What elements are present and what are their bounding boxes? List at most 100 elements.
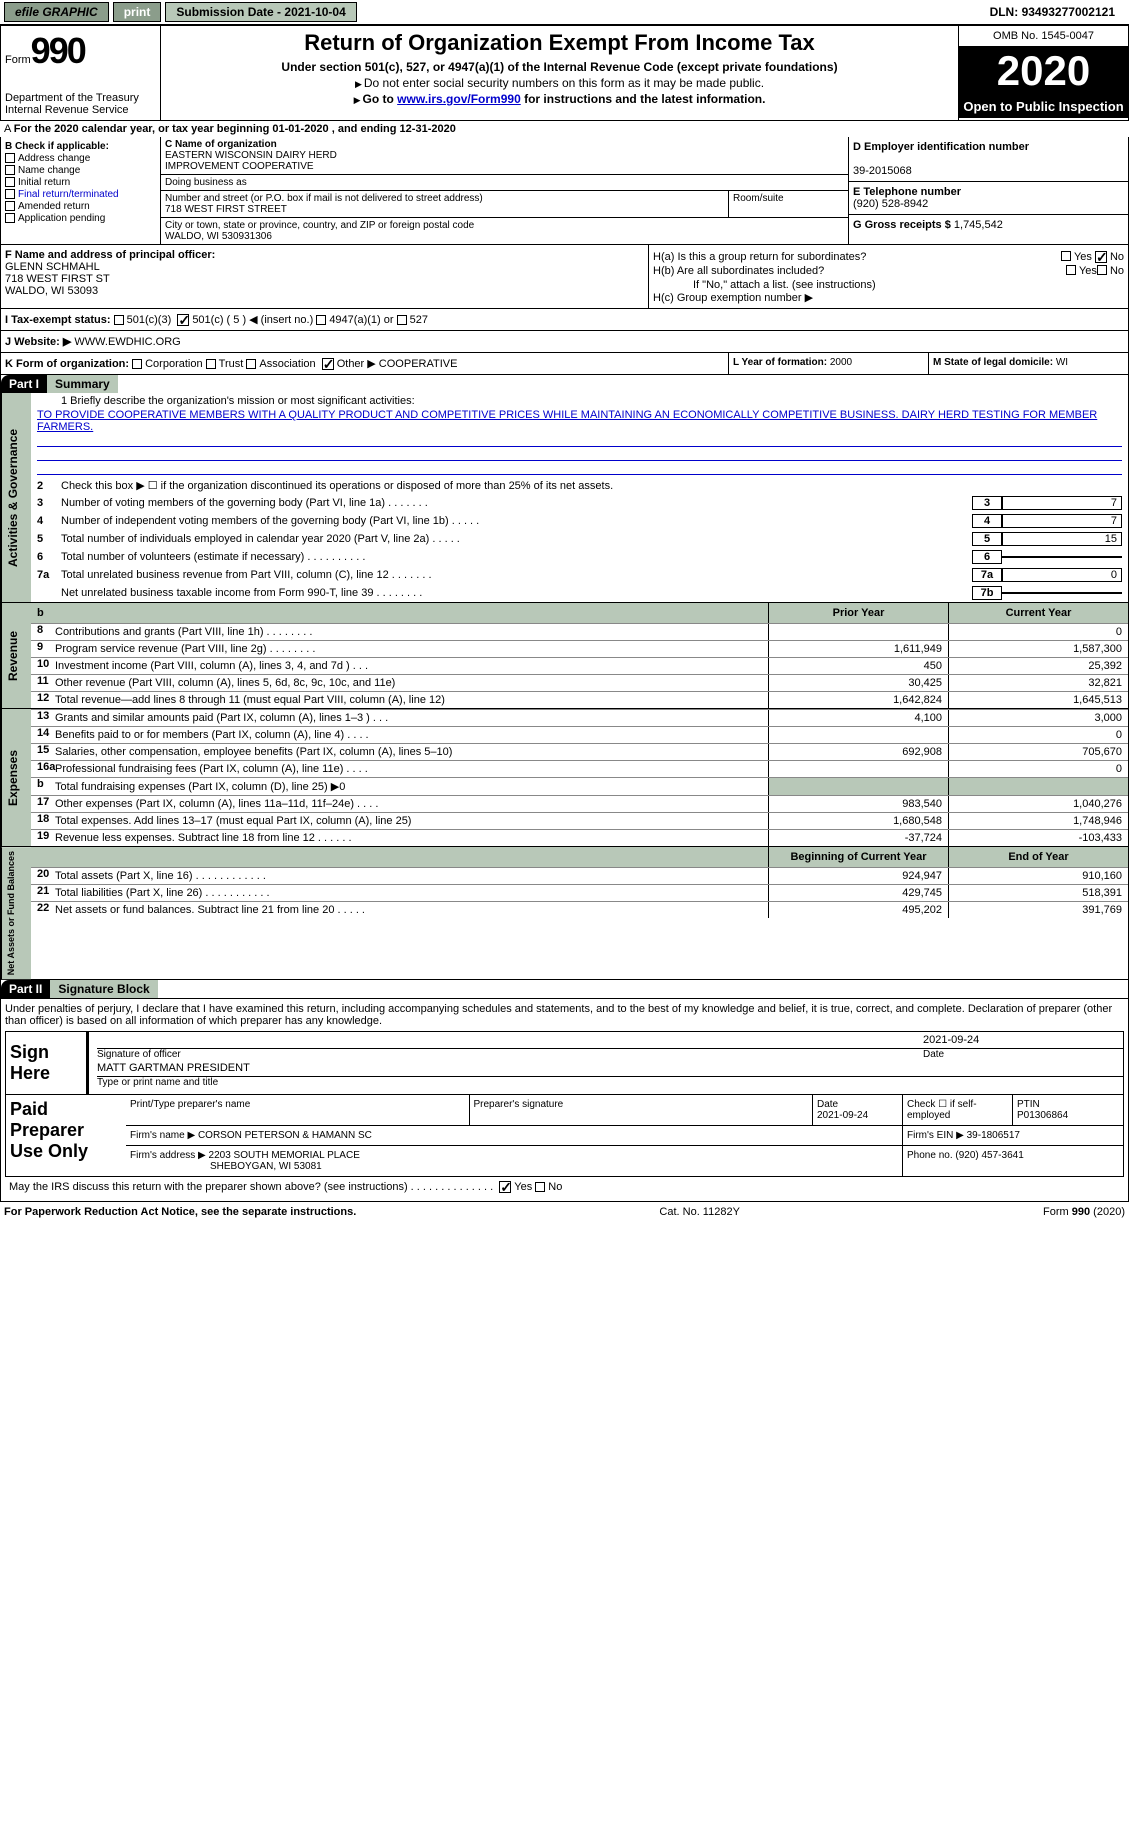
inspection-notice: Open to Public Inspection [959,95,1128,118]
submission-date: Submission Date - 2021-10-04 [165,2,356,22]
omb-number: OMB No. 1545-0047 [959,26,1128,47]
mission-text: TO PROVIDE COOPERATIVE MEMBERS WITH A QU… [31,409,1128,433]
irs-link[interactable]: www.irs.gov/Form990 [397,92,521,106]
org-name-label: C Name of organization [165,139,277,150]
header-right: OMB No. 1545-0047 2020 Open to Public In… [958,26,1128,120]
firm-addr2: SHEBOYGAN, WI 53081 [130,1161,322,1172]
org-name-1: EASTERN WISCONSIN DAIRY HERD [165,150,337,161]
tax-year: 2020 [959,47,1128,95]
summary-line: 2Check this box ▶ ☐ if the organization … [31,477,1128,494]
vtab-expenses: Expenses [1,709,31,846]
ein-value: 39-2015068 [853,165,912,177]
gross-value: 1,745,542 [954,219,1003,231]
efile-button[interactable]: efile GRAPHIC [4,2,109,22]
line-k-row: K Form of organization: Corporation Trus… [0,353,1129,375]
vtab-governance: Activities & Governance [1,393,31,602]
box-f: F Name and address of principal officer:… [1,245,648,308]
officer-group-row: F Name and address of principal officer:… [0,245,1129,309]
financial-line: 16aProfessional fundraising fees (Part I… [31,760,1128,777]
city-label: City or town, state or province, country… [165,220,474,231]
paid-preparer-label: Paid Preparer Use Only [6,1095,126,1176]
hb-note: If "No," attach a list. (see instruction… [653,279,1124,291]
firm-name: CORSON PETERSON & HAMANN SC [198,1130,372,1141]
city-state-zip: WALDO, WI 530931306 [165,231,272,242]
officer-name: GLENN SCHMAHL [5,261,100,273]
self-employed-check[interactable]: Check ☐ if self-employed [903,1095,1013,1125]
firm-ein: 39-1806517 [967,1130,1020,1141]
firm-phone: (920) 457-3641 [955,1150,1023,1161]
ha-label: H(a) Is this a group return for subordin… [653,251,1061,263]
part-2-header: Part II [1,980,50,998]
col-prior-year: Prior Year [768,603,948,623]
ptin-value: P01306864 [1017,1110,1068,1121]
form-prefix: Form [5,54,31,66]
firm-addr1: 2203 SOUTH MEMORIAL PLACE [209,1150,360,1161]
instr-2: Go to www.irs.gov/Form990 for instructio… [165,92,954,106]
chk-final-return[interactable]: Final return/terminated [18,189,119,200]
sig-date: 2021-09-24 [923,1034,1123,1046]
financial-line: 21Total liabilities (Part X, line 26) . … [31,884,1128,901]
page-footer: For Paperwork Reduction Act Notice, see … [0,1202,1129,1222]
financial-line: 8Contributions and grants (Part VIII, li… [31,623,1128,640]
signature-block: Under penalties of perjury, I declare th… [0,999,1129,1202]
chk-initial-return[interactable]: Initial return [18,177,70,188]
officer-addr1: 718 WEST FIRST ST [5,273,110,285]
org-name-2: IMPROVEMENT COOPERATIVE [165,161,314,172]
form-title: Return of Organization Exempt From Incom… [165,30,954,56]
part-1: Part ISummary Activities & Governance 1 … [0,375,1129,980]
financial-line: 15Salaries, other compensation, employee… [31,743,1128,760]
dln: DLN: 93493277002121 [980,3,1125,21]
part-2: Part IISignature Block [0,980,1129,999]
ein-label: D Employer identification number [853,141,1029,153]
form-subtitle: Under section 501(c), 527, or 4947(a)(1)… [165,60,954,74]
website-value: WWW.EWDHIC.ORG [71,336,180,348]
summary-line: 6Total number of volunteers (estimate if… [31,548,1128,566]
form-title-block: Return of Organization Exempt From Incom… [161,26,958,120]
addr-label: Number and street (or P.O. box if mail i… [165,193,483,204]
financial-line: 13Grants and similar amounts paid (Part … [31,709,1128,726]
col-end: End of Year [948,847,1128,867]
vtab-netassets: Net Assets or Fund Balances [1,847,31,979]
hc-label: H(c) Group exemption number ▶ [653,291,1124,304]
officer-addr2: WALDO, WI 53093 [5,285,98,297]
sign-here-label: Sign Here [6,1032,86,1094]
perjury-declaration: Under penalties of perjury, I declare th… [5,1003,1124,1027]
tel-value: (920) 528-8942 [853,198,928,210]
footer-mid: Cat. No. 11282Y [659,1206,740,1218]
box-d: D Employer identification number 39-20150… [848,137,1128,244]
instr-1: Do not enter social security numbers on … [165,76,954,90]
chk-name-change[interactable]: Name change [18,165,80,176]
financial-line: 22Net assets or fund balances. Subtract … [31,901,1128,918]
financial-line: 18Total expenses. Add lines 13–17 (must … [31,812,1128,829]
prep-date: 2021-09-24 [817,1110,868,1121]
financial-line: 9Program service revenue (Part VIII, lin… [31,640,1128,657]
entity-info-row: B Check if applicable: Address change Na… [0,137,1129,245]
box-h: H(a) Is this a group return for subordin… [648,245,1128,308]
summary-line: 7aTotal unrelated business revenue from … [31,566,1128,584]
mission-label: 1 Briefly describe the organization's mi… [61,395,415,407]
vtab-revenue: Revenue [1,603,31,708]
financial-line: 12Total revenue—add lines 8 through 11 (… [31,691,1128,708]
form-header: Form990 Department of the TreasuryIntern… [0,25,1129,121]
form-number: 990 [31,30,85,71]
part-1-header: Part I [1,375,47,393]
footer-right: Form Form 990 (2020)990 (2020) [1043,1206,1125,1218]
line-k: K Form of organization: Corporation Trus… [1,353,728,374]
summary-line: 5Total number of individuals employed in… [31,530,1128,548]
line-j: J Website: ▶ WWW.EWDHIC.ORG [0,331,1129,353]
hb-label: H(b) Are all subordinates included? [653,265,1066,277]
col-current-year: Current Year [948,603,1128,623]
financial-line: 11Other revenue (Part VIII, column (A), … [31,674,1128,691]
col-beginning: Beginning of Current Year [768,847,948,867]
prep-name-label: Print/Type preparer's name [126,1095,470,1125]
part-1-title: Summary [47,375,118,393]
dba-label: Doing business as [161,175,848,191]
chk-application-pending[interactable]: Application pending [18,213,105,224]
box-m: M State of legal domicile: WI [928,353,1128,374]
print-button[interactable]: print [113,2,162,22]
chk-address-change[interactable]: Address change [18,153,90,164]
financial-line: 20Total assets (Part X, line 16) . . . .… [31,867,1128,884]
top-bar: efile GRAPHIC print Submission Date - 20… [0,0,1129,25]
chk-amended[interactable]: Amended return [18,201,90,212]
tel-label: E Telephone number [853,186,961,198]
